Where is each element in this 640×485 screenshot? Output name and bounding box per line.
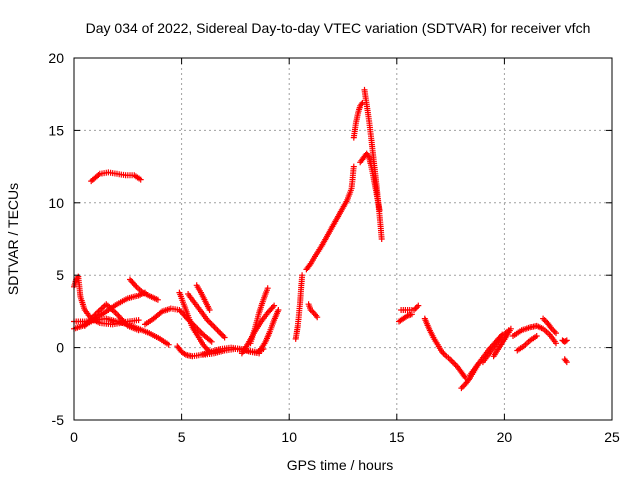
x-tick-label: 25: [604, 429, 620, 445]
y-tick-label: 0: [56, 340, 64, 356]
series-arc-8: [176, 289, 213, 355]
y-tick-label: -5: [52, 412, 65, 428]
data-point-marker: [563, 337, 570, 344]
data-point-marker: [154, 296, 161, 303]
series-arc-33: [559, 337, 570, 345]
series-arc-16: [292, 272, 306, 342]
data-layer: [71, 86, 570, 392]
data-point-marker: [208, 338, 215, 345]
data-point-marker: [378, 236, 385, 242]
grid-layer: [74, 58, 612, 420]
series-arc-32: [540, 315, 559, 337]
data-point-marker: [135, 317, 142, 324]
data-point-marker: [553, 340, 559, 347]
x-tick-label: 0: [70, 429, 78, 445]
data-point-marker: [165, 341, 172, 348]
y-tick-label: 20: [48, 50, 64, 66]
data-point-marker: [264, 285, 271, 292]
data-point-marker: [275, 307, 282, 313]
series-arc-28: [479, 327, 512, 366]
series-arc-4: [127, 276, 161, 303]
data-point-marker: [376, 207, 383, 213]
series-arc-30: [510, 322, 559, 347]
series-arc-21: [357, 150, 383, 213]
series-arc-15: [256, 307, 282, 355]
series-arc-29: [490, 325, 514, 360]
data-point-marker: [221, 334, 228, 341]
data-point-marker: [507, 325, 514, 332]
series-arc-10: [193, 282, 213, 313]
data-point-marker: [533, 333, 540, 339]
series-arc-23: [398, 302, 422, 313]
data-point-marker: [350, 163, 357, 170]
series-arc-14: [247, 285, 271, 347]
series-arc-6: [71, 315, 172, 348]
x-axis-label: GPS time / hours: [287, 457, 394, 473]
data-point-marker: [314, 314, 321, 321]
plot-frame: [73, 57, 613, 421]
data-point-marker: [563, 359, 570, 366]
data-point-marker: [299, 272, 306, 279]
data-point-marker: [562, 338, 569, 345]
series-arc-17: [303, 163, 357, 273]
y-tick-label: 10: [48, 195, 64, 211]
series-arc-31: [514, 333, 540, 354]
series-arc-9: [185, 291, 228, 341]
data-point-marker: [137, 176, 144, 183]
data-point-marker: [271, 302, 278, 309]
series-arc-34: [561, 356, 570, 366]
x-tick-label: 5: [178, 429, 186, 445]
series-arc-25: [445, 354, 469, 381]
data-point-marker: [553, 330, 559, 337]
series-arc-18: [305, 301, 321, 321]
x-tick-label: 20: [497, 429, 513, 445]
data-point-marker: [206, 307, 213, 313]
series-arc-22: [396, 311, 415, 325]
chart-title: Day 034 of 2022, Sidereal Day-to-day VTE…: [86, 20, 591, 36]
series-arc-19: [350, 99, 366, 141]
axis-layer: 0 5 10 15 20 25 -5 0 5 10 15 20: [48, 50, 620, 445]
x-tick-label: 10: [281, 429, 297, 445]
y-tick-label: 15: [48, 122, 64, 138]
y-axis-label: SDTVAR / TECUs: [5, 183, 21, 295]
series-arc-1: [88, 169, 144, 185]
y-tick-label: 5: [56, 267, 64, 283]
data-point-marker: [415, 302, 422, 309]
x-tick-label: 15: [389, 429, 405, 445]
